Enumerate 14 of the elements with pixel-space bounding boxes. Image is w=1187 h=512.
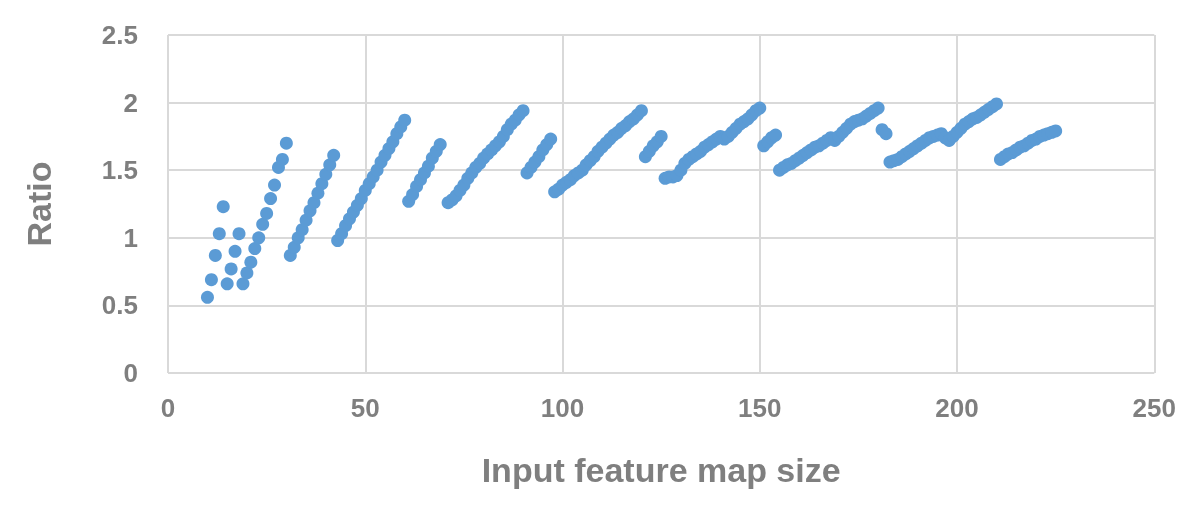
y-tick-label: 2 [123,87,138,118]
x-tick-label: 200 [935,393,979,423]
x-tick-label: 50 [350,393,380,423]
x-tick-label: 0 [160,393,176,423]
y-tick-label: 1 [123,222,138,253]
y-tick-label: 0.5 [101,290,138,321]
x-axis-title: Input feature map size [481,451,841,489]
y-tick-label: 2.5 [101,20,138,50]
y-axis-title: Ratio [20,161,58,247]
y-tick-label: 1.5 [101,155,138,186]
x-tick-label: 250 [1132,393,1177,423]
x-tick-label: 150 [738,393,782,423]
y-tick-label: 0 [123,358,138,388]
x-tick-label: 100 [540,393,585,423]
